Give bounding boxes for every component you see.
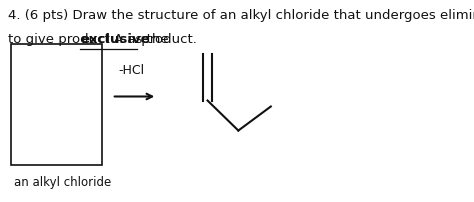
Bar — [11, 45, 102, 165]
Text: to give product A as the: to give product A as the — [8, 33, 173, 46]
Text: an alkyl chloride: an alkyl chloride — [14, 175, 111, 188]
Text: exclusive: exclusive — [80, 33, 150, 46]
Text: -HCl: -HCl — [118, 64, 144, 77]
Text: 4. (6 pts) Draw the structure of an alkyl chloride that undergoes elimination: 4. (6 pts) Draw the structure of an alky… — [8, 9, 474, 22]
Text: product.: product. — [137, 33, 197, 46]
